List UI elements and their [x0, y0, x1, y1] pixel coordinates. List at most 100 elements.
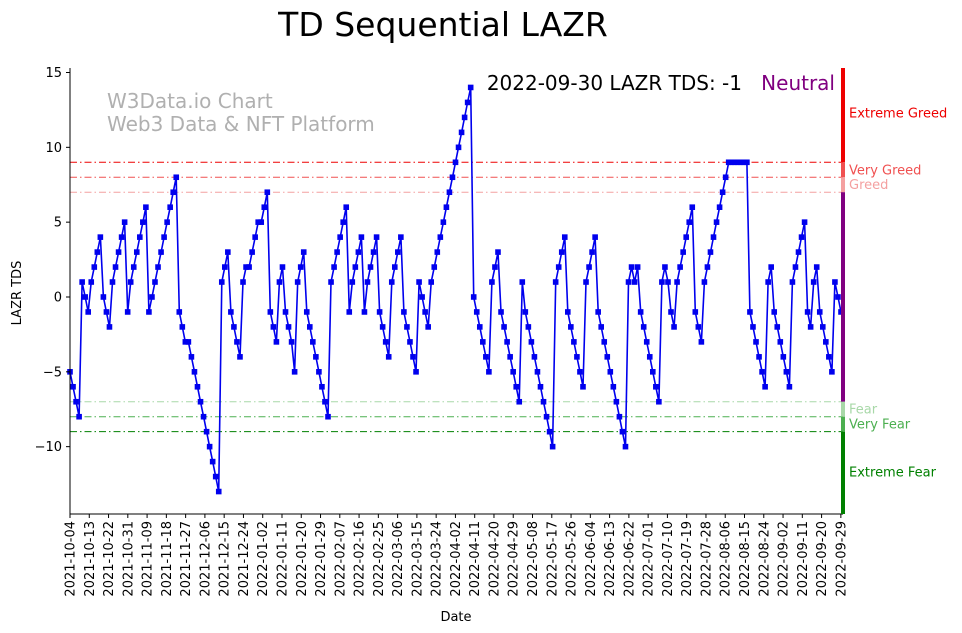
- data-point: [404, 324, 410, 330]
- data-point: [731, 159, 738, 166]
- data-point: [561, 234, 568, 240]
- data-point: [76, 413, 82, 420]
- data-point: [458, 129, 465, 136]
- data-point: [725, 159, 732, 166]
- data-point: [486, 369, 492, 375]
- data-point: [467, 84, 474, 91]
- data-point: [112, 264, 119, 270]
- x-tick-label: 2022-07-28: [699, 521, 714, 597]
- data-point: [115, 249, 122, 255]
- tds-series: [67, 84, 844, 495]
- data-point: [310, 339, 316, 345]
- data-point: [707, 249, 714, 255]
- data-point: [674, 279, 680, 285]
- data-point: [158, 249, 164, 255]
- data-point: [252, 234, 258, 240]
- data-point: [829, 369, 835, 375]
- chart-title: TD Sequential LAZR: [277, 5, 608, 44]
- data-point: [428, 279, 435, 285]
- data-point: [82, 294, 88, 300]
- data-point: [398, 234, 404, 240]
- data-point: [795, 249, 802, 255]
- x-tick-label: 2022-07-19: [680, 521, 695, 597]
- watermark: W3Data.io Chart Web3 Data & NFT Platform: [107, 89, 375, 136]
- x-tick-label: 2022-04-29: [507, 521, 522, 597]
- data-point: [823, 339, 829, 345]
- data-point: [598, 324, 605, 330]
- data-point: [385, 354, 392, 360]
- data-point: [522, 309, 529, 315]
- data-point: [346, 309, 353, 315]
- data-point: [549, 443, 556, 450]
- data-point: [783, 369, 790, 375]
- data-point: [209, 458, 216, 465]
- data-point: [407, 339, 413, 345]
- data-point: [325, 413, 331, 420]
- data-point: [680, 249, 686, 255]
- data-point: [577, 369, 583, 375]
- x-tick-label: 2022-09-11: [796, 521, 811, 597]
- data-point: [519, 279, 526, 285]
- x-tick-label: 2022-09-02: [777, 521, 792, 597]
- x-tick-label: 2022-06-13: [603, 521, 618, 597]
- data-point: [376, 309, 383, 315]
- zone-bar-greed: [841, 177, 845, 193]
- data-point: [303, 309, 310, 315]
- data-point: [124, 309, 131, 315]
- zone-bar-neutral: [841, 192, 845, 402]
- x-tick-label: 2022-01-11: [275, 521, 290, 597]
- zone-label: Very Greed: [849, 163, 921, 178]
- data-point: [94, 249, 101, 255]
- x-tick-label: 2021-11-09: [141, 521, 156, 597]
- data-point: [501, 324, 507, 330]
- data-point: [604, 354, 611, 360]
- data-point: [568, 324, 574, 330]
- data-point: [243, 264, 249, 270]
- data-point: [319, 383, 325, 390]
- data-point: [777, 339, 784, 345]
- data-point: [686, 219, 693, 225]
- data-point: [231, 324, 237, 330]
- data-point: [106, 324, 113, 330]
- x-tick-label: 2022-06-22: [622, 521, 637, 597]
- x-tick-label: 2021-10-13: [83, 521, 98, 597]
- data-point: [206, 443, 213, 450]
- data-point: [373, 234, 380, 240]
- data-point: [100, 294, 107, 300]
- data-point: [334, 249, 340, 255]
- data-point: [601, 339, 608, 345]
- data-point: [140, 219, 146, 225]
- x-tick-label: 2022-03-15: [410, 521, 425, 597]
- data-point: [322, 398, 328, 405]
- data-point: [759, 369, 765, 375]
- data-point: [419, 294, 425, 300]
- data-point: [446, 189, 453, 196]
- zone-bar-fear: [841, 401, 845, 417]
- data-point: [297, 264, 304, 270]
- data-point: [340, 219, 346, 225]
- data-point: [804, 309, 811, 315]
- data-point: [650, 369, 656, 375]
- data-point: [589, 249, 595, 255]
- x-tick-label: 2022-04-11: [468, 521, 483, 597]
- data-point: [240, 279, 246, 285]
- zone-label: Very Fear: [849, 418, 911, 433]
- data-point: [127, 279, 134, 285]
- data-point: [546, 428, 553, 435]
- y-axis-label: LAZR TDS: [10, 261, 25, 326]
- data-point: [695, 324, 702, 330]
- data-point: [692, 309, 699, 315]
- x-tick-label: 2022-05-26: [565, 521, 580, 597]
- data-point: [255, 219, 261, 225]
- data-point: [750, 324, 756, 330]
- x-tick-label: 2022-08-15: [738, 521, 753, 597]
- data-point: [358, 234, 365, 240]
- y-tick-label: 0: [54, 290, 62, 305]
- y-tick-label: 15: [45, 66, 62, 81]
- data-point: [152, 279, 158, 285]
- data-point: [744, 159, 750, 166]
- data-point: [422, 309, 428, 315]
- data-point: [300, 249, 307, 255]
